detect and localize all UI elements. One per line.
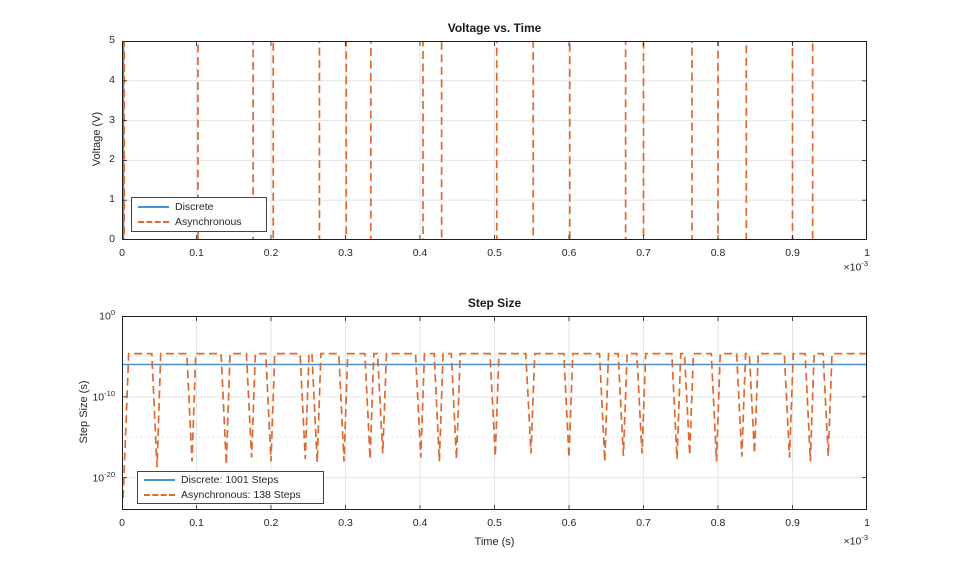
legend-entry-asynchronous-steps: Asynchronous: 138 Steps (144, 489, 317, 502)
voltage-legend: Discrete Asynchronous (131, 197, 267, 232)
x-tick-label: 0.4 (412, 247, 428, 259)
x-tick-label: 1 (864, 247, 870, 259)
x-tick-label: 0.7 (636, 247, 651, 259)
legend-entry-discrete-steps: Discrete: 1001 Steps (144, 474, 317, 487)
x-tick-label: 0.8 (710, 247, 726, 259)
x-tick-label: 0.9 (785, 517, 800, 529)
stepsize-xlabel: Time (s) (474, 536, 515, 548)
y-tick-label: 3 (109, 113, 115, 126)
y-tick-label: 10-20 (92, 469, 115, 485)
asynchronous-line-sample (144, 493, 175, 496)
x-tick-label: 0 (119, 517, 125, 529)
x-tick-label: 0.3 (338, 517, 353, 529)
stepsize-plot-title: Step Size (467, 296, 522, 310)
x-tick-label: 0.2 (263, 517, 279, 529)
x-tick-label: 0.8 (710, 517, 726, 529)
x-tick-label: 0.3 (338, 247, 353, 259)
x-tick-label: 0.5 (487, 517, 502, 529)
x-tick-label: 0.1 (189, 247, 204, 259)
x-tick-label: 0.2 (263, 247, 279, 259)
voltage-x-multiplier: ×10-3 (843, 259, 868, 274)
x-tick-label: 0.5 (487, 247, 502, 259)
y-tick-label: 1 (109, 193, 115, 206)
x-tick-label: 1 (864, 517, 870, 529)
x-tick-label: 0.9 (785, 247, 800, 259)
y-tick-label: 0 (109, 233, 115, 245)
discrete-line-sample (138, 205, 169, 208)
discrete-line-sample (144, 479, 175, 482)
x-tick-label: 0 (119, 247, 125, 259)
x-tick-label: 0.7 (636, 517, 651, 529)
stepsize-legend: Discrete: 1001 Steps Asynchronous: 138 S… (137, 471, 324, 504)
voltage-plot-canvas (122, 41, 867, 240)
y-tick-label: 5 (109, 34, 115, 46)
voltage-plot-title: Voltage vs. Time (447, 21, 542, 35)
asynchronous-voltage-line (122, 41, 867, 240)
asynchronous-stepsize-line (122, 352, 867, 499)
x-tick-label: 0.4 (412, 517, 428, 529)
y-tick-label: 4 (109, 73, 115, 86)
x-tick-label: 0.6 (561, 517, 577, 529)
legend-entry-discrete: Discrete (138, 200, 260, 214)
stepsize-x-multiplier: ×10-3 (843, 533, 868, 548)
x-tick-label: 0.1 (189, 517, 204, 529)
legend-entry-asynchronous: Asynchronous (138, 216, 260, 230)
asynchronous-line-sample (138, 221, 169, 224)
y-tick-label: 2 (109, 153, 115, 166)
y-tick-label: 100 (99, 308, 115, 323)
x-tick-label: 0.6 (561, 247, 577, 259)
y-tick-label: 10-10 (92, 388, 115, 404)
stepsize-ylabel: Step Size (s) (78, 380, 90, 444)
